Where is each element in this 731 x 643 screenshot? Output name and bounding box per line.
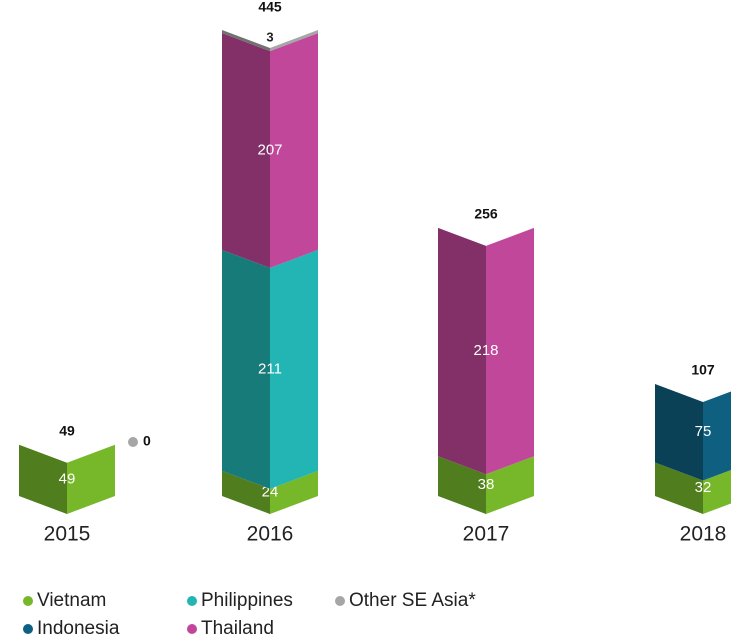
zero-marker: [128, 437, 138, 447]
bar-segment-right: [703, 469, 731, 514]
segment-label: 3: [266, 29, 273, 44]
legend-label: Vietnam: [37, 590, 106, 611]
legend-label: Indonesia: [37, 618, 120, 639]
legend-label: Philippines: [201, 590, 293, 611]
segment-label: 32: [695, 479, 712, 496]
bar-segment-left: [438, 456, 486, 514]
bar-segment-left: [438, 227, 486, 475]
category-label: 2017: [463, 523, 510, 546]
total-label: 256: [474, 206, 498, 222]
segment-label: 24: [262, 483, 279, 500]
segment-label: 75: [695, 423, 712, 440]
total-label: 107: [691, 362, 715, 378]
segment-label: 207: [257, 141, 282, 158]
zero-label: 0: [143, 433, 151, 449]
bar-segment-right: [486, 456, 534, 514]
legend-swatch: [187, 596, 197, 606]
bar-segment-left: [222, 33, 270, 268]
segment-label: 218: [473, 342, 498, 359]
legend-swatch: [335, 596, 345, 606]
bar-segment-left: [19, 444, 67, 514]
bar-segment-right: [270, 30, 318, 52]
total-label: 49: [59, 422, 75, 438]
segment-label: 38: [478, 476, 495, 493]
category-label: 2016: [247, 523, 294, 546]
bar-segment-right: [67, 444, 115, 514]
total-label: 445: [258, 0, 282, 15]
category-label: 2015: [44, 523, 91, 546]
segment-label: 49: [59, 470, 76, 487]
bar-segment-right: [703, 391, 731, 481]
legend-label: Other SE Asia*: [349, 590, 476, 611]
bar-segment-left: [222, 470, 270, 514]
legend-swatch: [23, 624, 33, 634]
bar-segment-right: [486, 227, 534, 475]
legend-swatch: [23, 596, 33, 606]
segment-label: 211: [258, 360, 282, 377]
bar-segment-left: [222, 249, 270, 489]
bar-segment-right: [270, 470, 318, 514]
category-label: 2018: [680, 523, 727, 546]
bar-segment-right: [270, 33, 318, 268]
legend-label: Thailand: [201, 618, 274, 639]
bar-segment-left: [655, 383, 703, 481]
bar-segment-left: [655, 462, 703, 514]
legend-swatch: [187, 624, 197, 634]
bar-segment-right: [270, 249, 318, 489]
bar-segment-left: [222, 30, 270, 52]
